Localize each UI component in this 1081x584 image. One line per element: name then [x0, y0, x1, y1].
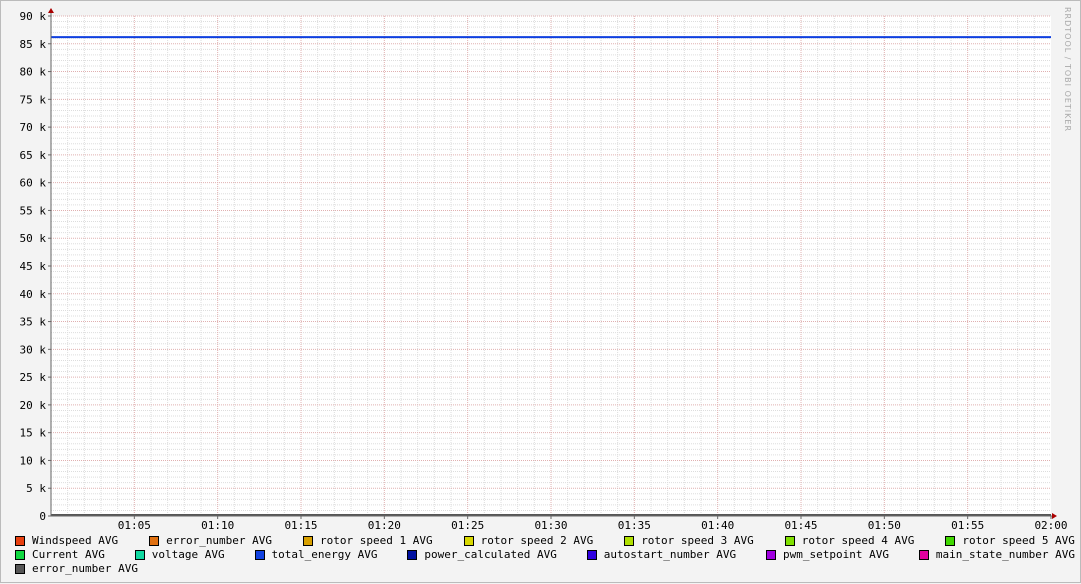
- y-tick-label: 40 k: [20, 288, 47, 301]
- x-tick-label: 01:55: [951, 519, 984, 532]
- y-tick-label: 50 k: [20, 232, 47, 245]
- x-tick-label: 01:40: [701, 519, 734, 532]
- legend-label: autostart_number AVG: [603, 548, 737, 561]
- legend-item: rotor speed 5 AVG: [945, 534, 1075, 548]
- y-tick-label: 55 k: [20, 204, 47, 217]
- legend-swatch: [15, 550, 25, 560]
- legend-row: Windspeed AVG error_number AVG rotor speed…: [15, 534, 1075, 548]
- y-tick-label: 45 k: [20, 260, 47, 273]
- x-tick-label: 01:15: [284, 519, 317, 532]
- x-tick-label: 01:20: [368, 519, 401, 532]
- legend-label: rotor speed 5 AVG: [962, 534, 1075, 547]
- legend-item: main_state_number AVG: [918, 548, 1075, 562]
- y-tick-label: 15 k: [20, 427, 47, 440]
- legend-label: main_state_number AVG: [935, 548, 1075, 561]
- legend-label: voltage AVG: [151, 548, 225, 561]
- legend-swatch: [624, 536, 635, 546]
- legend-item: pwm_setpoint AVG: [766, 548, 889, 562]
- y-tick-label: 25 k: [20, 371, 47, 384]
- legend-label: Windspeed AVG: [32, 534, 119, 547]
- x-axis-arrow-icon: [1052, 513, 1057, 519]
- legend-swatch: [407, 550, 418, 560]
- legend-swatch: [918, 550, 929, 560]
- y-axis-arrow-icon: [48, 8, 54, 13]
- legend-item: autostart_number AVG: [586, 548, 737, 562]
- legend-row: Current AVG voltage AVG total_energy AVG po…: [15, 548, 1075, 562]
- legend-item: error_number AVG: [149, 534, 272, 548]
- legend-swatch: [945, 536, 956, 546]
- legend-item: rotor speed 4 AVG: [784, 534, 915, 548]
- legend-swatch: [784, 536, 795, 546]
- y-tick-label: 5 k: [26, 482, 46, 495]
- y-tick-label: 0: [39, 510, 46, 523]
- legend-item: total_energy AVG: [254, 548, 378, 562]
- legend-label: rotor speed 4 AVG: [801, 534, 915, 547]
- x-tick-label: 01:05: [118, 519, 151, 532]
- y-tick-label: 85 k: [20, 38, 47, 51]
- legend-label: rotor speed 3 AVG: [641, 534, 754, 547]
- y-tick-label: 90 k: [20, 10, 47, 23]
- watermark: RRDTOOL / TOBI OETIKER: [1063, 7, 1072, 133]
- x-tick-label: 01:10: [201, 519, 234, 532]
- legend-swatch: [15, 536, 25, 546]
- legend-label: error_number AVG: [32, 562, 138, 575]
- legend-item: rotor speed 3 AVG: [624, 534, 754, 548]
- legend-label: pwm_setpoint AVG: [783, 548, 890, 561]
- legend-label: power_calculated AVG: [424, 548, 557, 561]
- x-tick-label: 01:50: [868, 519, 901, 532]
- x-tick-label: 01:30: [534, 519, 567, 532]
- legend-item: power_calculated AVG: [407, 548, 557, 562]
- y-tick-label: 35 k: [20, 316, 47, 329]
- y-tick-label: 10 k: [20, 454, 47, 467]
- y-tick-label: 70 k: [20, 121, 47, 134]
- legend-item: error_number AVG: [15, 562, 138, 576]
- legend-swatch: [463, 536, 474, 546]
- legend-swatch: [254, 550, 265, 560]
- legend-swatch: [15, 564, 25, 574]
- x-tick-label: 01:45: [784, 519, 817, 532]
- y-tick-label: 75 k: [20, 93, 47, 106]
- legend-item: Current AVG: [15, 548, 105, 562]
- x-tick-label: 01:25: [451, 519, 484, 532]
- legend-swatch: [303, 536, 314, 546]
- y-tick-label: 20 k: [20, 399, 47, 412]
- legend-label: rotor speed 1 AVG: [320, 534, 433, 547]
- legend-item: Windspeed AVG: [15, 534, 118, 548]
- y-tick-label: 60 k: [20, 177, 47, 190]
- y-tick-label: 65 k: [20, 149, 47, 162]
- legend-swatch: [134, 550, 145, 560]
- legend-row: error_number AVG: [15, 562, 1075, 576]
- legend-swatch: [149, 536, 160, 546]
- legend-label: error_number AVG: [166, 534, 273, 547]
- legend-item: rotor speed 1 AVG: [303, 534, 433, 548]
- legend-item: voltage AVG: [134, 548, 225, 562]
- legend-label: total_energy AVG: [271, 548, 378, 561]
- y-tick-label: 30 k: [20, 343, 47, 356]
- y-tick-label: 80 k: [20, 66, 47, 79]
- legend-label: Current AVG: [32, 548, 105, 561]
- x-tick-label: 02:00: [1034, 519, 1067, 532]
- x-tick-label: 01:35: [618, 519, 651, 532]
- legend-item: rotor speed 2 AVG: [463, 534, 594, 548]
- legend-swatch: [586, 550, 597, 560]
- legend-label: rotor speed 2 AVG: [480, 534, 594, 547]
- legend-swatch: [766, 550, 777, 560]
- legend: Windspeed AVG error_number AVG rotor speed…: [15, 534, 1075, 576]
